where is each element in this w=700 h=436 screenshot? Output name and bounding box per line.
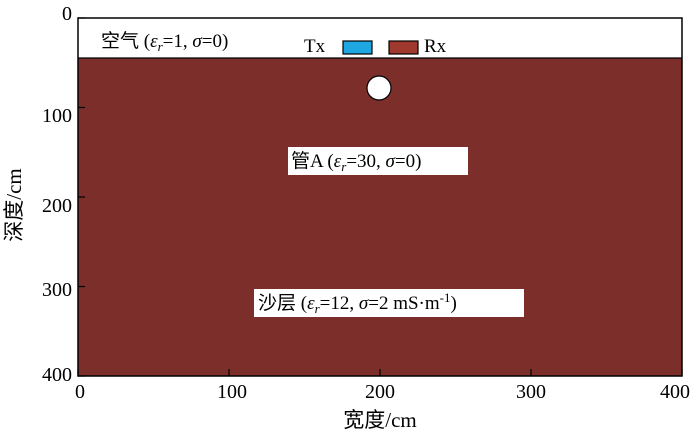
y-tick-label: 200 (42, 195, 72, 217)
x-tick-label: 200 (365, 381, 395, 403)
y-tick-label: 400 (42, 364, 72, 386)
y-tick-label: 0 (62, 3, 72, 25)
soil-region (78, 58, 682, 376)
x-axis-label: 宽度/cm (343, 408, 417, 432)
x-tick-marks (77, 369, 683, 376)
tx-label: Tx (304, 36, 326, 57)
air-label: 空气 (εr=1, σ=0) (101, 30, 228, 54)
y-axis-label: 深度/cm (2, 168, 26, 242)
sand-label: 沙层 (εr=12, σ=2 mS·m-1) (258, 290, 457, 316)
sand-label-bg (254, 289, 524, 317)
y-tick-label: 100 (42, 105, 72, 127)
x-tick-label: 0 (75, 381, 85, 403)
y-tick-label: 300 (42, 279, 72, 301)
pipe-a-circle (366, 75, 392, 101)
x-tick-label: 400 (660, 381, 690, 403)
tx-antenna (342, 40, 373, 55)
air-region (78, 18, 682, 58)
x-tick-label: 300 (516, 381, 546, 403)
x-tick-label: 100 (217, 381, 247, 403)
pipe-label-bg (288, 147, 468, 175)
pipe-label: 管A (εr=30, σ=0) (291, 150, 421, 174)
rx-antenna (388, 40, 419, 55)
rx-label: Rx (424, 36, 447, 57)
y-tick-marks (78, 17, 85, 377)
